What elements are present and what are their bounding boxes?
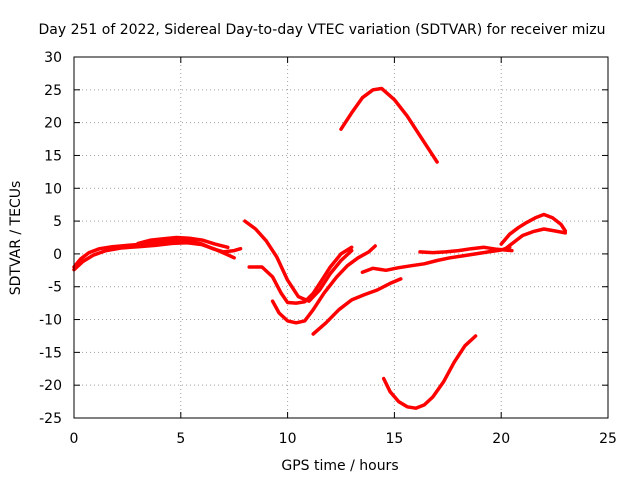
y-tick-label: -5 [48, 280, 62, 296]
series-line-arc-12 [499, 212, 568, 246]
series-line-arc-9 [360, 245, 512, 275]
y-tick-labels: -25 -20 -15 -10 -5 0 5 10 15 20 25 30 [39, 50, 62, 427]
y-tick-label: 30 [44, 50, 62, 66]
x-tick-label: 5 [176, 431, 185, 447]
series-line-arc-13 [503, 227, 568, 251]
series-line-arc-5 [247, 245, 354, 305]
y-tick-label: 5 [53, 214, 62, 230]
y-tick-label: -25 [39, 411, 62, 427]
series-line-arc-3 [136, 235, 230, 250]
y-tick-label: -15 [39, 345, 62, 361]
x-tick-label: 15 [385, 431, 403, 447]
y-tick-label: -20 [39, 378, 62, 394]
series-line-arc-10 [418, 245, 514, 255]
y-tick-label: 25 [44, 83, 62, 99]
series-line-arc-7 [311, 277, 403, 336]
y-tick-label: -10 [39, 313, 62, 329]
chart-title: Day 251 of 2022, Sidereal Day-to-day VTE… [39, 22, 606, 38]
y-tick-label: 10 [44, 181, 62, 197]
plot-frame [73, 56, 609, 419]
y-tick-label: 15 [44, 148, 62, 164]
x-tick-label: 25 [599, 431, 617, 447]
y-tick-label: 20 [44, 116, 62, 132]
series-line-arc-11 [381, 334, 478, 410]
x-tick-label: 0 [70, 431, 79, 447]
grid-lines [74, 57, 608, 418]
series-line-arc-2 [72, 241, 236, 272]
series-line-arc-4 [243, 219, 354, 303]
series-line-arc-8 [339, 86, 439, 164]
series-group [72, 86, 568, 410]
y-tick-label: 0 [53, 247, 62, 263]
x-tick-labels: 0 5 10 15 20 25 [70, 431, 617, 447]
series-line-arc-6 [270, 244, 377, 325]
x-axis-label: GPS time / hours [281, 458, 398, 474]
x-tick-label: 10 [279, 431, 297, 447]
x-tick-label: 20 [492, 431, 510, 447]
y-axis-label: SDTVAR / TECUs [8, 181, 24, 296]
axis-ticks [73, 56, 609, 419]
